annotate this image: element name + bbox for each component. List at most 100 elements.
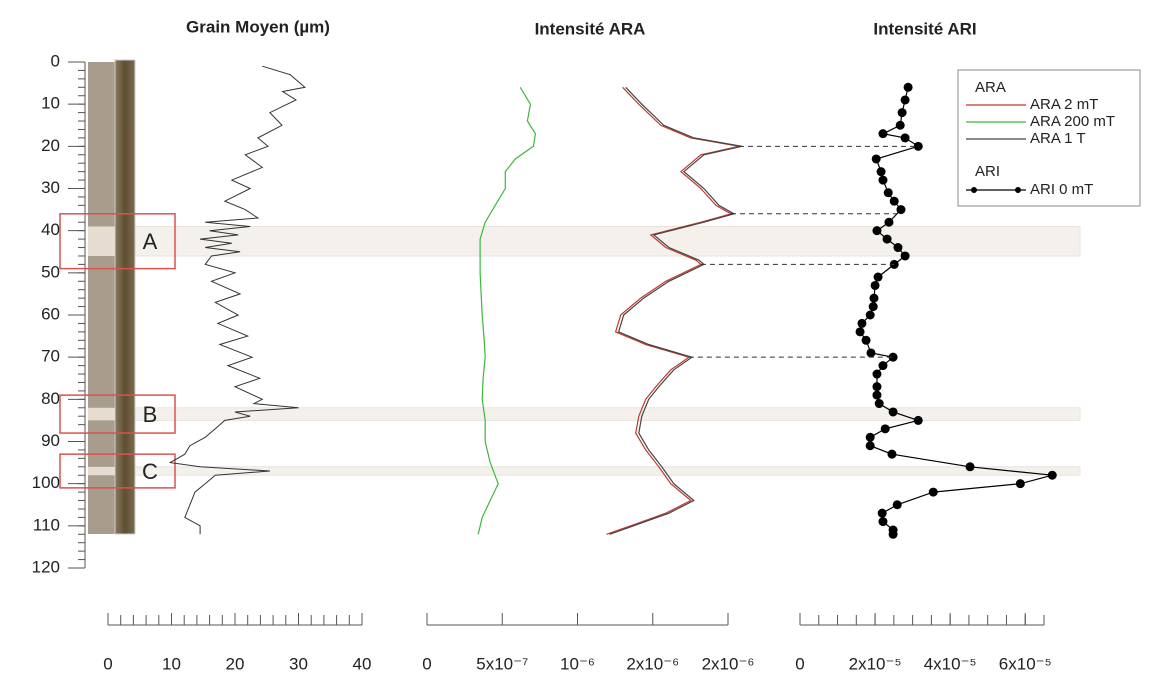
y-tick-label: 60 xyxy=(41,304,60,323)
data-point xyxy=(878,175,888,185)
data-point xyxy=(872,226,882,236)
data-point xyxy=(893,243,903,253)
zone-label: C xyxy=(142,459,158,484)
x-tick-label: 4x10⁻⁵ xyxy=(924,654,977,673)
data-point xyxy=(889,196,899,206)
zone-label: B xyxy=(143,402,158,427)
zone-label: A xyxy=(143,229,158,254)
data-point xyxy=(888,352,898,362)
data-line xyxy=(609,86,743,535)
y-tick-label: 100 xyxy=(32,473,60,492)
y-tick-label: 70 xyxy=(41,347,60,366)
data-point xyxy=(892,500,902,510)
data-point xyxy=(928,487,938,497)
data-point xyxy=(888,407,898,417)
y-tick-label: 80 xyxy=(41,389,60,408)
data-point xyxy=(903,82,913,92)
zone-core xyxy=(88,407,115,421)
legend-title: ARA xyxy=(975,79,1006,96)
y-tick-label: 0 xyxy=(51,51,60,70)
bands xyxy=(134,225,1081,476)
data-point xyxy=(865,432,875,442)
zone-box xyxy=(59,394,176,434)
panel-title: Intensité ARA xyxy=(535,19,646,38)
data-point xyxy=(897,108,907,118)
data-point xyxy=(880,424,890,434)
x-tick-label: 2x10⁻⁶ xyxy=(702,654,755,673)
data-point xyxy=(865,441,875,451)
x-tick-label: 6x10⁻⁵ xyxy=(999,654,1052,673)
data-point xyxy=(872,390,882,400)
data-point xyxy=(872,369,882,379)
core-photo xyxy=(114,59,136,535)
data-line xyxy=(606,86,740,535)
panel-title: Intensité ARI xyxy=(873,19,976,38)
zone-box xyxy=(59,213,176,270)
legend-marker xyxy=(1015,187,1021,193)
zone-core xyxy=(88,226,115,256)
y-tick-label: 90 xyxy=(41,431,60,450)
y-tick-label: 40 xyxy=(41,220,60,239)
x-tick-label: 5x10⁻⁷ xyxy=(476,654,528,673)
data-point xyxy=(868,302,878,312)
x-tick-label: 10⁻⁶ xyxy=(560,654,595,673)
x-tick-label: 10 xyxy=(162,654,181,673)
data-point xyxy=(857,318,867,328)
data-point xyxy=(900,95,910,105)
data-point xyxy=(888,529,898,539)
zone-band xyxy=(134,225,1081,257)
x-tick-label: 2x10⁻⁶ xyxy=(626,654,679,673)
x-tick-label: 2x10⁻⁵ xyxy=(849,654,902,673)
data-point xyxy=(882,234,892,244)
y-tick-label: 50 xyxy=(41,262,60,281)
x-tick-label: 0 xyxy=(795,654,804,673)
data-point xyxy=(884,217,894,227)
data-point xyxy=(896,205,906,215)
data-point xyxy=(878,129,888,139)
core-log xyxy=(88,62,115,534)
data-point xyxy=(913,141,923,151)
legend-label: ARI 0 mT xyxy=(1030,181,1093,198)
data-point xyxy=(877,508,887,518)
y-tick-label: 10 xyxy=(41,94,60,113)
data-point xyxy=(895,120,905,130)
data-point xyxy=(878,361,888,371)
legend-label: ARA 200 mT xyxy=(1030,113,1115,130)
y-tick-label: 30 xyxy=(41,178,60,197)
data-point xyxy=(887,449,897,459)
data-point xyxy=(871,154,881,164)
data-point xyxy=(869,293,879,303)
x-tick-label: 30 xyxy=(289,654,308,673)
data-point xyxy=(883,188,893,198)
x-tick-label: 40 xyxy=(353,654,372,673)
data-point xyxy=(913,415,923,425)
legend xyxy=(957,69,1141,207)
data-point xyxy=(870,280,880,290)
y-tick-label: 110 xyxy=(33,515,60,534)
x-tick-label: 0 xyxy=(422,654,431,673)
data-point xyxy=(1015,479,1025,489)
x-tick-label: 20 xyxy=(226,654,245,673)
data-point xyxy=(900,251,910,261)
panel-title: Grain Moyen (µm) xyxy=(186,17,330,36)
y-tick-label: 120 xyxy=(32,557,60,576)
data-point xyxy=(873,272,883,282)
data-point xyxy=(855,327,865,337)
data-line xyxy=(168,65,307,535)
data-point xyxy=(861,335,871,345)
data-point xyxy=(878,517,888,527)
zone-band xyxy=(134,466,1081,476)
legend-label: ARA 1 T xyxy=(1030,130,1086,147)
data-line xyxy=(477,86,537,535)
data-point xyxy=(865,310,875,320)
zone-box xyxy=(59,453,176,489)
data-point xyxy=(866,348,876,358)
x-tick-label: 0 xyxy=(103,654,112,673)
data-point xyxy=(965,462,975,472)
data-point xyxy=(872,382,882,392)
legend-marker xyxy=(971,187,977,193)
y-tick-label: 20 xyxy=(41,136,60,155)
data-point xyxy=(876,167,886,177)
legend-label: ARA 2 mT xyxy=(1030,96,1098,113)
